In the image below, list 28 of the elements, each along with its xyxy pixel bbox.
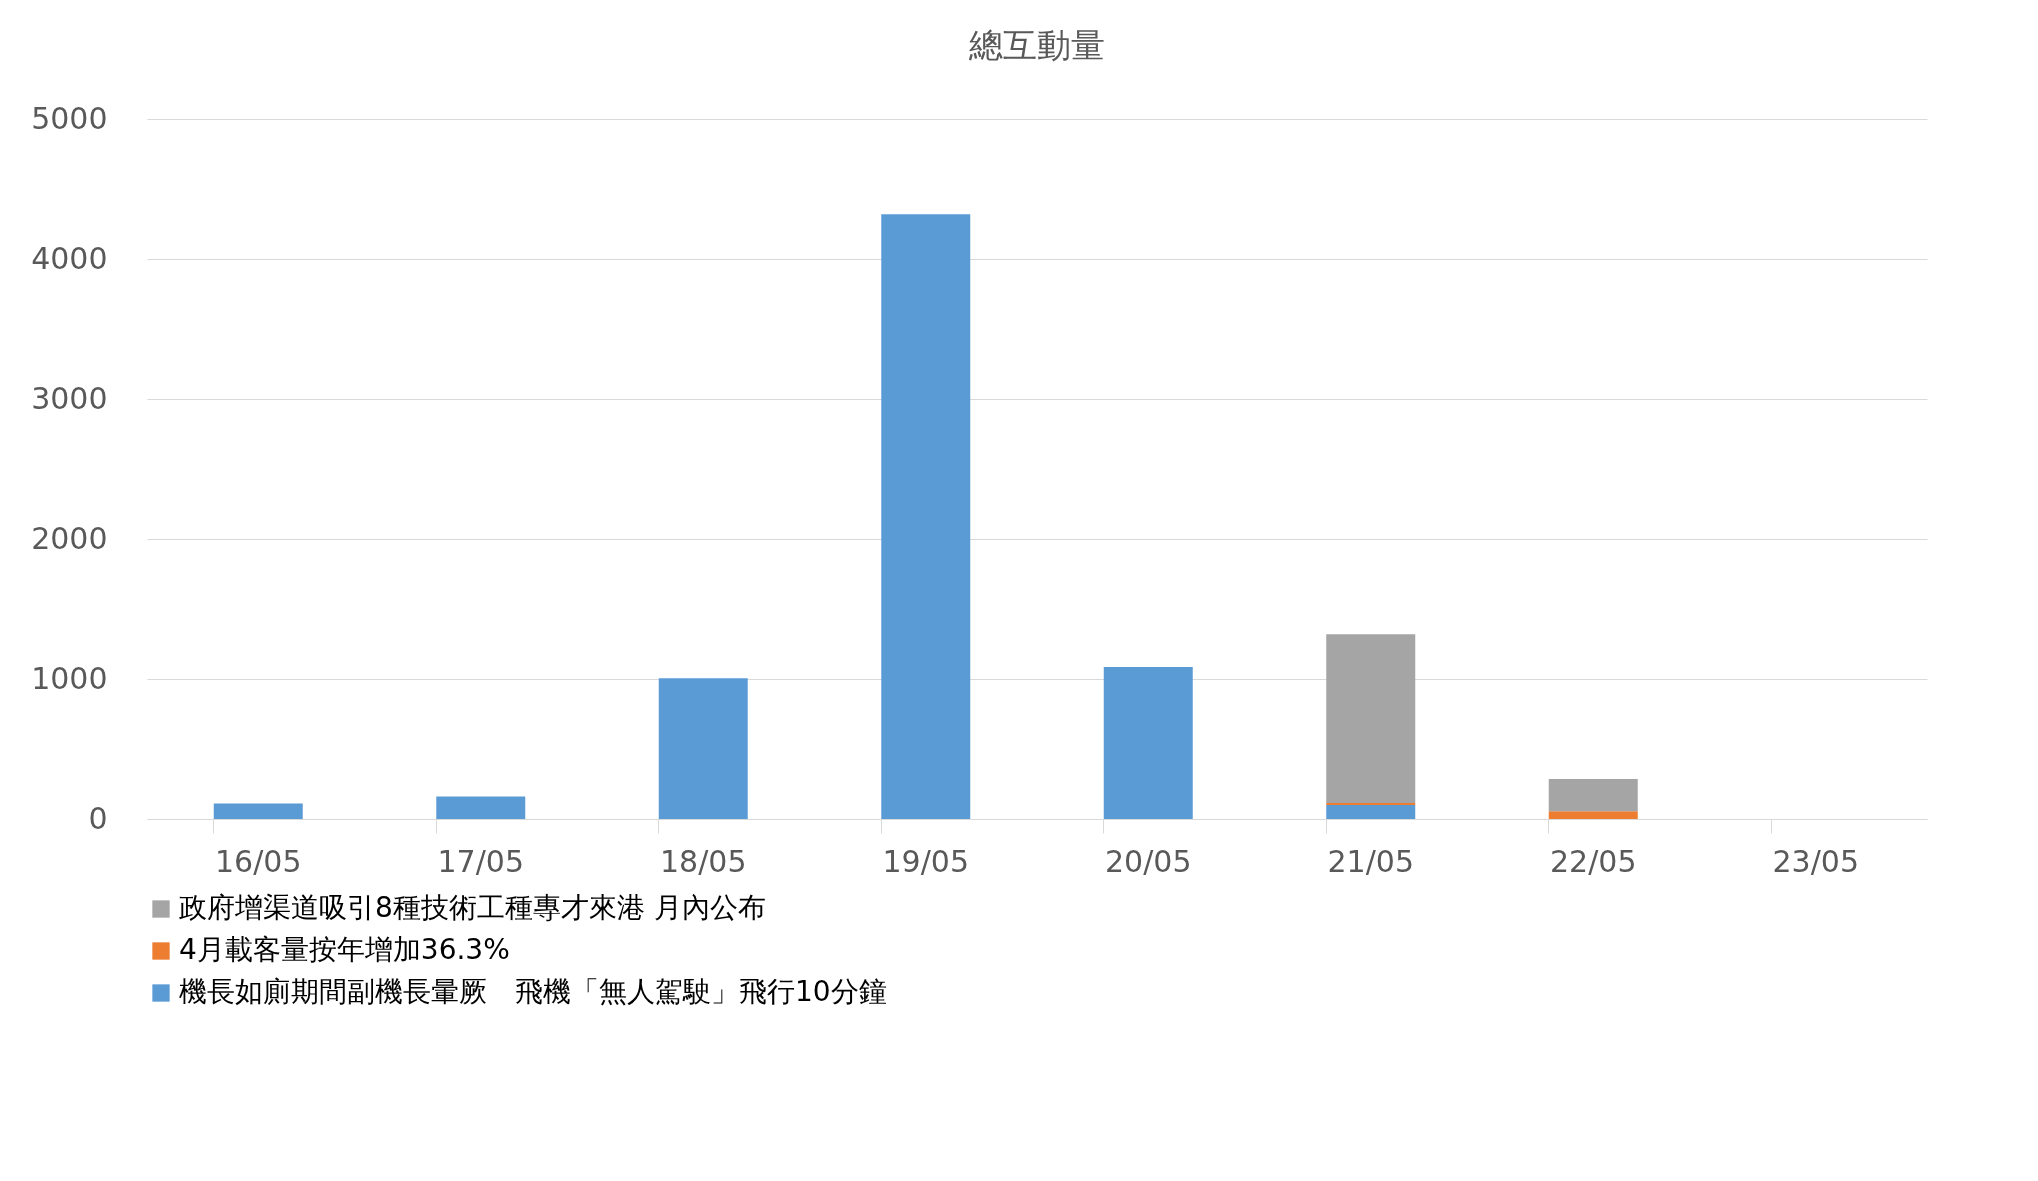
x-tick-label: 20/05 xyxy=(1105,843,1192,879)
bar xyxy=(1326,634,1416,803)
y-tick-label: 3000 xyxy=(31,380,108,416)
bar xyxy=(1103,667,1193,819)
y-tick-label: 4000 xyxy=(31,240,108,276)
chart-title: 總互動量 xyxy=(968,25,1105,65)
x-tick-label: 21/05 xyxy=(1327,843,1414,879)
x-tick-label: 23/05 xyxy=(1772,843,1859,879)
y-tick-label: 5000 xyxy=(31,100,108,136)
bar xyxy=(436,796,526,819)
legend-label: 4月載客量按年增加36.3% xyxy=(179,933,510,966)
bar xyxy=(1548,811,1638,819)
bar xyxy=(881,214,971,819)
bar xyxy=(1326,802,1416,805)
bar xyxy=(658,678,748,819)
x-tick-label: 22/05 xyxy=(1550,843,1637,879)
bar xyxy=(1326,805,1416,819)
y-tick-label: 1000 xyxy=(31,660,108,696)
legend-label: 機長如廁期間副機長暈厥 飛機「無人駕駛」飛行10分鐘 xyxy=(179,975,887,1008)
y-tick-label: 0 xyxy=(88,800,108,836)
bar xyxy=(213,803,303,819)
x-tick-label: 18/05 xyxy=(660,843,747,879)
x-tick-label: 17/05 xyxy=(437,843,524,879)
y-tick-label: 2000 xyxy=(31,520,108,556)
bar xyxy=(1548,779,1638,812)
x-tick-label: 16/05 xyxy=(215,843,302,879)
x-tick-label: 19/05 xyxy=(882,843,969,879)
legend-label: 政府增渠道吸引8種技術工種專才來港 月內公布 xyxy=(179,891,766,924)
